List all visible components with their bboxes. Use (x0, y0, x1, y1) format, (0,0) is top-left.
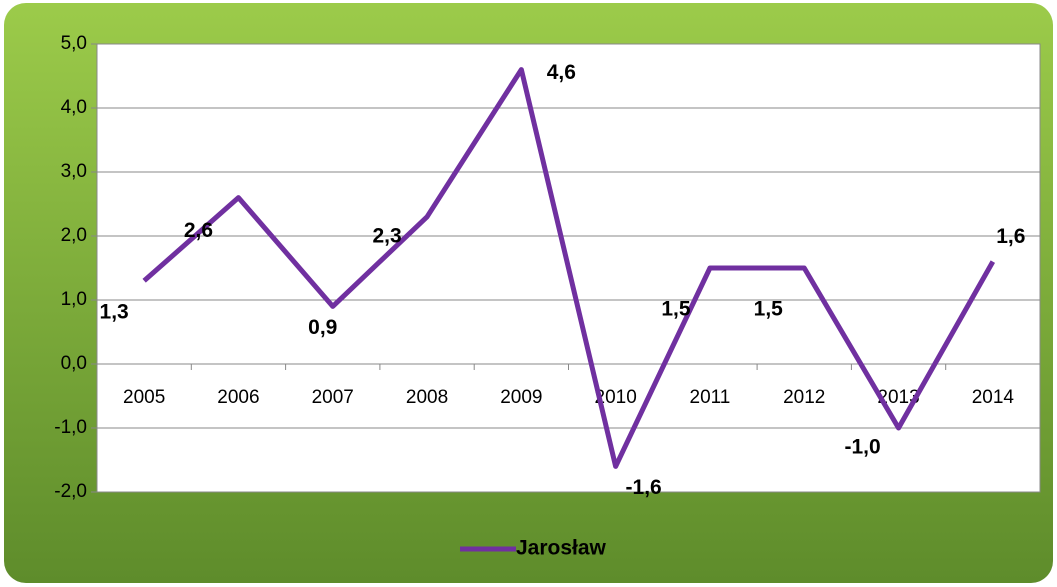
data-label: 1,5 (754, 298, 784, 321)
x-tick-label: 2005 (123, 387, 165, 408)
data-label: 0,9 (308, 316, 337, 339)
x-tick-label: 2013 (877, 387, 919, 408)
line-series (142, 67, 996, 469)
x-tick-label: 2014 (972, 387, 1015, 408)
x-tick-label: 2008 (406, 387, 448, 408)
data-label: 4,6 (547, 61, 576, 84)
data-label: 1,5 (661, 298, 691, 321)
data-label: -1,6 (626, 476, 662, 499)
y-tick-label: 3,0 (61, 161, 87, 182)
data-label: 2,3 (372, 224, 401, 247)
y-tick-label: 5,0 (61, 33, 87, 54)
legend-label: Jarosław (516, 537, 607, 560)
data-label: 1,3 (100, 300, 129, 323)
y-tick-label: 2,0 (61, 225, 87, 246)
x-tick-label: 2012 (783, 387, 825, 408)
x-tick-label: 2007 (312, 387, 354, 408)
x-tick-label: 2010 (595, 387, 637, 408)
y-tick-label: 1,0 (61, 289, 87, 310)
x-tick-label: 2006 (217, 387, 259, 408)
x-tick-label: 2009 (500, 387, 542, 408)
x-tick-label: 2011 (690, 387, 731, 408)
data-label: 2,6 (184, 219, 213, 242)
data-label: 1,6 (996, 225, 1025, 248)
y-tick-label: -2,0 (54, 481, 87, 502)
y-tick-label: 4,0 (61, 97, 87, 118)
y-tick-label: -1,0 (54, 417, 87, 438)
y-tick-label: 0,0 (61, 353, 87, 374)
data-label: -1,0 (844, 436, 880, 459)
